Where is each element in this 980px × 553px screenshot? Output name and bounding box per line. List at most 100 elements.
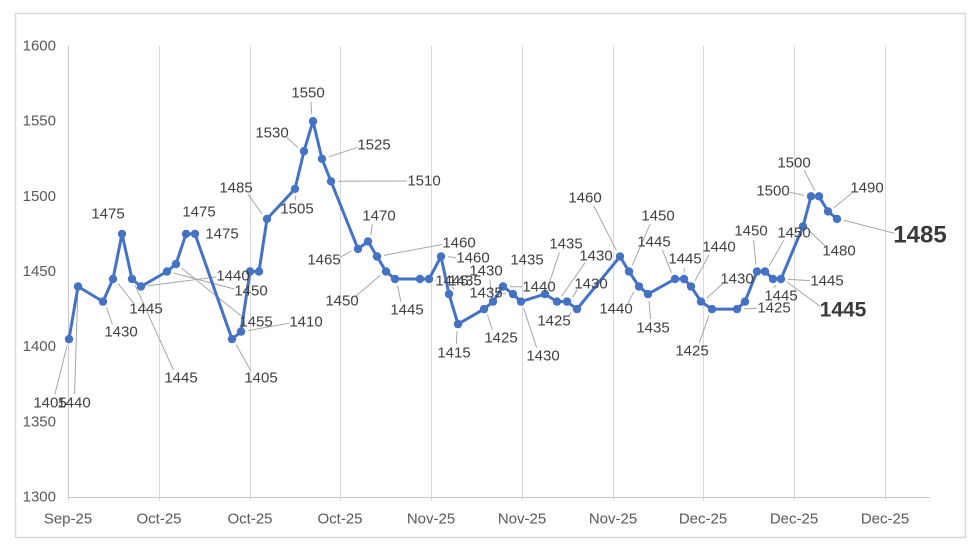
data-point (424, 274, 434, 284)
leader-line (808, 229, 826, 247)
x-axis-labels: Sep-25 Oct-25 Oct-25 Oct-25 Nov-25 Nov-25 Nov-… (44, 511, 909, 528)
data-point (814, 192, 824, 201)
x-tick-label: Oct-25 (317, 511, 362, 528)
data-point (488, 297, 498, 306)
leader-line (803, 169, 816, 191)
data-point (707, 304, 717, 314)
data-label: 1445 (764, 288, 797, 305)
leader-line (355, 275, 381, 297)
data-label: 1410 (289, 314, 322, 331)
leader-line (752, 239, 757, 265)
data-label: 1480 (822, 243, 855, 260)
x-tick-label: Nov-25 (407, 511, 455, 528)
data-label: 1525 (357, 137, 390, 154)
leader-lines (54, 101, 895, 395)
data-label: 1430 (579, 248, 612, 265)
data-label: 1435 (636, 320, 669, 337)
data-point (108, 274, 118, 284)
data-point (453, 319, 463, 329)
data-point (552, 297, 562, 306)
data-label: 1460 (568, 190, 601, 207)
data-label: 1440 (216, 268, 249, 285)
data-point (181, 229, 191, 239)
leader-line (339, 250, 352, 258)
data-point (372, 252, 382, 261)
data-label: 1430 (104, 324, 137, 341)
leader-line (786, 281, 821, 307)
data-label: 1435 (448, 273, 481, 290)
data-point (572, 304, 582, 314)
leader-line (455, 331, 458, 345)
leader-line (768, 239, 785, 267)
leader-line (434, 279, 437, 281)
leader-line (447, 256, 457, 259)
data-label: 1470 (362, 208, 395, 225)
data-point (136, 282, 146, 291)
leader-line (134, 285, 174, 371)
data-point (732, 304, 742, 314)
data-label: 1415 (437, 345, 470, 362)
data-point (832, 214, 842, 224)
leader-line (661, 249, 673, 274)
data-label: 1475 (91, 206, 124, 223)
x-tick-label: Nov-25 (498, 511, 546, 528)
data-label: 1450 (734, 223, 767, 240)
leader-line (106, 307, 113, 325)
data-label: 1430 (574, 276, 607, 293)
leader-line (593, 205, 617, 251)
data-label: 1550 (291, 85, 324, 102)
data-point (299, 147, 309, 156)
data-point (768, 274, 778, 284)
leader-line (286, 137, 299, 149)
data-point (98, 297, 108, 306)
x-tick-label: Dec-25 (770, 511, 818, 528)
x-tick-label: Sep-25 (44, 511, 92, 528)
leader-line (173, 272, 235, 290)
data-label: 1425 (484, 330, 517, 347)
data-label: 1425 (537, 313, 570, 330)
data-label: 1435 (510, 252, 543, 269)
x-tick-label: Dec-25 (679, 511, 727, 528)
leader-line (698, 315, 710, 344)
data-point (776, 274, 786, 284)
leader-line (648, 300, 652, 320)
y-tick-label: 1300 (23, 489, 56, 506)
data-point (479, 304, 489, 314)
data-point (262, 214, 272, 224)
data-point (190, 229, 200, 239)
data-point (444, 289, 454, 299)
data-label: 1475 (182, 204, 215, 221)
data-label: 1440 (57, 395, 90, 412)
final-value-label: 1445 (820, 299, 867, 322)
data-point (254, 267, 264, 276)
data-label: 1450 (325, 293, 358, 310)
data-point (117, 229, 127, 239)
leader-line (833, 192, 853, 209)
leader-line (235, 344, 252, 372)
x-tick-label: Oct-25 (136, 511, 181, 528)
leader-line (310, 101, 313, 115)
data-point (162, 267, 172, 276)
data-label: 1440 (522, 279, 555, 296)
data-label: 1475 (205, 226, 238, 243)
data-point (236, 327, 246, 336)
data-point (798, 222, 808, 231)
axes (68, 46, 930, 498)
chart-frame (14, 12, 967, 539)
data-point (643, 289, 653, 299)
data-label: 1500 (777, 155, 810, 172)
data-label: 1445 (435, 273, 468, 290)
data-point (436, 252, 446, 261)
leader-line (74, 293, 79, 395)
leader-line (147, 276, 217, 287)
data-label: 1450 (777, 225, 810, 242)
data-label: 1405 (33, 395, 66, 412)
leader-line (487, 314, 493, 331)
data-label: 1405 (244, 370, 277, 387)
data-point-markers (64, 117, 842, 344)
data-label: 1430 (469, 263, 502, 280)
leader-line (631, 223, 651, 266)
data-point (806, 192, 816, 201)
data-point (390, 274, 400, 284)
